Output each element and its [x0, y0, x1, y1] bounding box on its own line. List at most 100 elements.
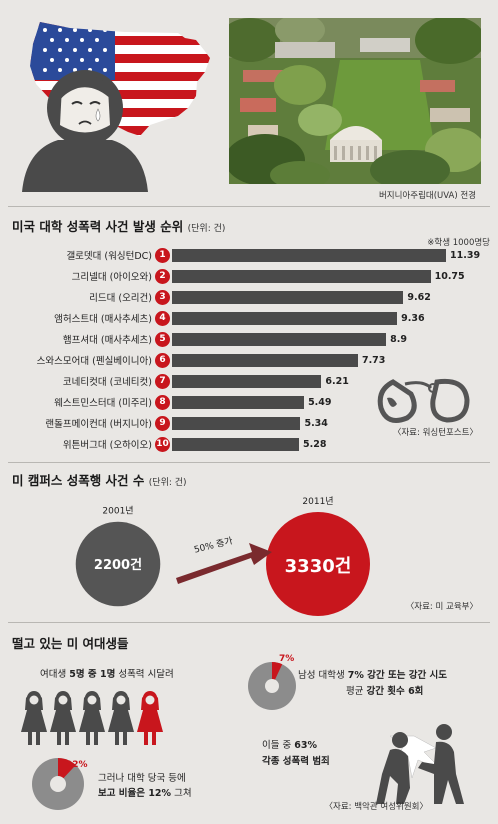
stat3-line1: 남성 대학생 7% 강간 또는 강간 시도 [298, 668, 447, 684]
stat4-bold2: 각종 성폭력 범죄 [262, 756, 330, 767]
section-divider [8, 622, 490, 623]
bar-value-label: 9.36 [401, 313, 425, 324]
bar-value-label: 9.62 [407, 292, 431, 303]
assault-scene-icon [376, 724, 464, 804]
campus-unit: (단위: 건) [148, 478, 187, 488]
year-2001-label: 2001년 [102, 506, 133, 517]
value-2001-label: 2200건 [94, 557, 142, 573]
rank-badge: 4 [155, 311, 170, 326]
growth-label: 50% 증가 [193, 535, 234, 555]
ranking-note: ※학생 1000명당 [427, 238, 490, 248]
bar [172, 438, 300, 451]
bar [172, 396, 305, 409]
campus-title-text: 미 캠퍼스 성폭행 사건 수 [12, 473, 145, 488]
bar-category-label: 갤로뎃대 (워싱턴DC) [66, 251, 152, 262]
bar-category-label: 그리넬대 (아이오와) [71, 272, 152, 283]
bar-category-label: 스와스모어대 (펜실베이니아) [36, 356, 152, 367]
bar [172, 417, 301, 430]
rank-badge: 10 [155, 437, 170, 452]
stat2-bold: 보고 비율은 12% [98, 788, 172, 799]
women-figures [21, 691, 163, 745]
ranking-source: 〈자료: 워싱턴포스트〉 [392, 428, 478, 438]
stat3-line2: 평균 강간 횟수 6회 [298, 684, 447, 700]
pie-hole [50, 776, 66, 792]
bar-category-label: 코네티컷대 (코네티컷) [62, 377, 152, 388]
bar-value-label: 5.49 [308, 397, 332, 408]
ranking-title-text: 미국 대학 성폭력 사건 발생 순위 [12, 219, 184, 234]
bubble-2001 [75, 521, 161, 607]
bubble-2011 [266, 512, 370, 616]
stat1-bold: 5명 중 1명 [69, 669, 116, 680]
students-title: 떨고 있는 미 여대생들 [12, 636, 129, 651]
stat2-line2: 보고 비율은 12% 그쳐 [98, 786, 192, 801]
stat3-pre: 남성 대학생 [298, 670, 348, 681]
bar-category-label: 리드대 (오리건) [89, 293, 152, 304]
year-2011-label: 2011년 [302, 496, 333, 507]
bar-category-label: 햄프셔대 (매사추세츠) [62, 335, 152, 346]
stat2-post: 그쳐 [171, 788, 192, 799]
bar [172, 333, 387, 346]
stat2-line1: 그러나 대학 당국 등에 [98, 773, 186, 784]
section-divider [8, 206, 490, 207]
students-source: 〈자료: 백악관 여성위원회〉 [324, 802, 428, 812]
stat4-text: 이들 중 63% 각종 성폭력 범죄 [262, 738, 330, 770]
bar-value-label: 8.9 [390, 334, 407, 345]
handcuffs-icon [377, 378, 470, 423]
campus-source: 〈자료: 미 교육부〉 [405, 602, 478, 612]
pie1-label: 12% [66, 760, 88, 770]
bar-value-label: 7.73 [361, 355, 386, 366]
stat1-post: 성폭력 시달려 [115, 669, 174, 680]
stat2-text: 그러나 대학 당국 등에 보고 비율은 12% 그쳐 [98, 771, 192, 801]
stat1-pre: 여대생 [40, 669, 70, 680]
stat3-bold2: 강간 횟수 6회 [366, 686, 424, 697]
rank-badge: 3 [155, 290, 170, 305]
header-illustration [22, 18, 481, 192]
woman-figure-highlighted-icon [137, 691, 163, 745]
woman-figure-icon [108, 691, 134, 745]
bar-value-label: 6.21 [325, 376, 349, 387]
bar-category-label: 랜돌프메이컨대 (버지니아) [45, 419, 152, 430]
stat3-pre2: 평균 [346, 686, 367, 697]
campus-bubbles: 2001년 2200건 2011년 3330건 50% 증가 [75, 496, 370, 616]
bar-value-label: 5.34 [304, 418, 328, 429]
woman-figure-icon [79, 691, 105, 745]
bar-value-label: 11.39 [450, 250, 481, 261]
rank-badge: 2 [155, 269, 170, 284]
section-divider [8, 462, 490, 463]
ranking-title: 미국 대학 성폭력 사건 발생 순위 (단위: 건) [12, 216, 225, 235]
stat4-bold: 63% [294, 740, 318, 751]
crying-woman-icon [22, 70, 148, 192]
stat4-line1: 이들 중 63% [262, 738, 330, 754]
pie-hole [265, 679, 279, 693]
bar [172, 249, 446, 262]
bar-value-label: 10.75 [434, 271, 465, 282]
bar-value-label: 5.28 [303, 439, 327, 450]
rank-badge: 9 [155, 416, 170, 431]
bar-category-label: 웨스트민스터대 (미주리) [54, 398, 152, 409]
rank-badge: 6 [155, 353, 170, 368]
rank-badge: 1 [155, 248, 170, 263]
stat4-line2: 각종 성폭력 범죄 [262, 754, 330, 770]
bar-category-label: 앰허스트대 (매사추세츠) [54, 314, 152, 325]
value-2011-label: 3330건 [285, 556, 352, 577]
arrow-right-icon [176, 543, 272, 584]
rank-badge: 5 [155, 332, 170, 347]
bar [172, 291, 404, 304]
stat3-bold: 7% 강간 또는 강간 시도 [347, 670, 448, 681]
bar-category-label: 위튼버그대 (오하이오) [62, 440, 152, 451]
pie2-label: 7% [279, 654, 295, 664]
woman-figure-icon [21, 691, 47, 745]
bar [172, 354, 358, 367]
stat1-text: 여대생 5명 중 1명 성폭력 시달려 [40, 666, 174, 680]
bar [172, 375, 322, 388]
stat3-text: 남성 대학생 7% 강간 또는 강간 시도 평균 강간 횟수 6회 [298, 668, 447, 700]
stat4-pre: 이들 중 [262, 740, 295, 751]
photo-caption: 버지니아주립대(UVA) 전경 [378, 191, 476, 201]
bar [172, 270, 431, 283]
rank-badge: 8 [155, 395, 170, 410]
rank-badge: 7 [155, 374, 170, 389]
ranking-unit: (단위: 건) [187, 224, 226, 234]
pie-male-students [248, 662, 296, 710]
pie-reported [32, 758, 84, 810]
